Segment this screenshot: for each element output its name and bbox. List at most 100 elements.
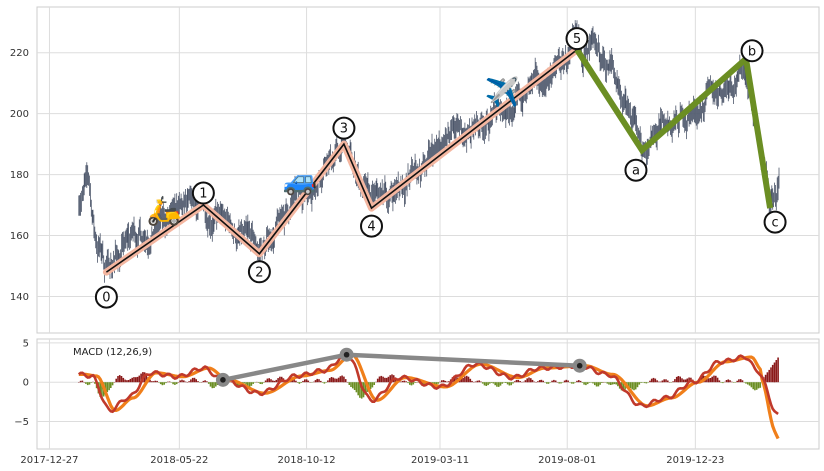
macd-histogram-bar xyxy=(766,372,769,383)
macd-histogram-bar xyxy=(305,379,308,383)
macd-histogram-bar xyxy=(640,382,642,383)
y-tick-label: 220 xyxy=(10,48,29,59)
corrective-wave-line xyxy=(574,48,774,209)
macd-y-tick-labels: −5 0 5 xyxy=(14,338,29,428)
macd-histogram-bar xyxy=(145,374,148,383)
macd-histogram-bar xyxy=(327,380,329,383)
macd-histogram-bar xyxy=(741,380,744,383)
macd-histogram-bar xyxy=(263,382,265,383)
macd-histogram-bar xyxy=(357,382,359,396)
macd-histogram-bar xyxy=(165,382,167,384)
macd-histogram-bar xyxy=(478,380,480,383)
macd-histogram-bar xyxy=(615,382,617,385)
macd-histogram-bar xyxy=(748,382,751,386)
macd-histogram-bar xyxy=(622,382,625,391)
macd-histogram-bar xyxy=(597,382,600,387)
macd-histogram-bar xyxy=(634,382,637,390)
emoji-annotation: ✈️ xyxy=(485,74,520,108)
macd-histogram-bar xyxy=(490,382,493,383)
macd-histogram-bar xyxy=(341,375,343,383)
macd-histogram-bar xyxy=(481,382,484,384)
macd-histogram-bar xyxy=(487,382,489,386)
macd-histogram-bar xyxy=(617,382,619,387)
macd-histogram-bar xyxy=(713,375,715,383)
macd-histogram-bar xyxy=(684,379,687,383)
macd-histogram-bar xyxy=(594,382,596,386)
wave-label-circle xyxy=(94,285,118,309)
macd-histogram-bar xyxy=(318,379,320,383)
macd-histogram-bar xyxy=(111,382,114,386)
macd-histogram-bar xyxy=(444,380,447,383)
macd-histogram-bar xyxy=(489,382,491,384)
macd-histogram-bar xyxy=(259,382,262,384)
macd-histogram-bar xyxy=(613,382,616,385)
macd-histogram-bar xyxy=(110,382,112,388)
macd-histogram-bar xyxy=(348,382,351,385)
emoji-annotation: 🛵 xyxy=(147,194,182,227)
macd-histogram-bar xyxy=(547,382,550,384)
macd-histogram-bar xyxy=(161,382,164,386)
macd-histogram-bar xyxy=(412,382,415,385)
macd-histogram-bar xyxy=(542,380,544,383)
macd-histogram-bar xyxy=(492,382,495,384)
macd-divergence-layer xyxy=(215,347,587,387)
x-tick-labels: 2017-12-27 2018-05-22 2018-10-12 2019-03-11… xyxy=(20,455,724,466)
macd-histogram-bar xyxy=(707,378,710,383)
macd-histogram-bar xyxy=(191,377,194,383)
macd-histogram-bar xyxy=(715,375,717,383)
macd-histogram-bar xyxy=(652,377,655,383)
macd-histogram-bar xyxy=(505,382,507,383)
wave-label-circle xyxy=(247,260,271,284)
macd-histogram-bar xyxy=(771,364,774,383)
macd-histogram-bar xyxy=(510,382,512,386)
macd-histogram-bar xyxy=(293,378,295,383)
macd-histogram-bar xyxy=(709,378,712,383)
price-grid xyxy=(37,7,819,333)
macd-histogram-bar xyxy=(754,382,756,391)
macd-histogram-bar xyxy=(409,382,411,385)
macd-histogram-bar xyxy=(156,380,158,383)
macd-histogram-bar xyxy=(215,382,217,387)
macd-histogram-bar xyxy=(181,379,183,383)
macd-histogram-bar xyxy=(152,381,155,383)
macd-y-tick-label: 5 xyxy=(23,338,29,349)
macd-histogram-bar xyxy=(435,382,438,386)
macd-histogram-bar xyxy=(312,381,315,383)
macd-histogram-bar xyxy=(738,379,740,383)
macd-histogram-bar xyxy=(608,382,610,385)
macd-histogram-bar xyxy=(725,380,728,383)
wave-label-0: 0 xyxy=(102,291,110,306)
macd-histogram-bar xyxy=(373,382,375,385)
macd-histogram-bar xyxy=(667,380,669,383)
macd-histogram-bar xyxy=(126,380,128,383)
macd-histogram-bar xyxy=(460,379,463,383)
macd-histogram-bar xyxy=(369,382,372,389)
macd-histogram-bar xyxy=(777,357,779,383)
macd-histogram-bar xyxy=(567,380,569,383)
macd-histogram-bar xyxy=(688,377,690,383)
macd-histogram-bar xyxy=(601,382,603,383)
macd-histogram-bar xyxy=(469,378,472,383)
macd-histogram-bar xyxy=(773,362,776,383)
macd-histogram-bar xyxy=(213,382,215,388)
macd-histogram-bar xyxy=(519,381,521,383)
macd-histogram-bar xyxy=(675,376,678,383)
macd-histogram-bar xyxy=(588,382,591,383)
macd-histogram-bar xyxy=(270,379,272,383)
macd-histogram-bar xyxy=(90,382,93,383)
macd-histogram-bar xyxy=(385,377,388,383)
wave-label-5: 5 xyxy=(573,32,581,47)
macd-histogram-bar xyxy=(190,379,192,383)
macd-histogram-bar xyxy=(248,382,251,387)
wave-label-1: 1 xyxy=(199,187,207,202)
macd-histogram-bar xyxy=(193,377,196,383)
macd-histogram-bar xyxy=(273,380,276,383)
x-tick-label: 2019-08-01 xyxy=(538,455,596,466)
macd-histogram-bar xyxy=(499,382,502,386)
macd-histogram-bar xyxy=(483,382,486,386)
macd-histogram-bar xyxy=(508,382,511,386)
macd-histogram-bar xyxy=(300,382,302,383)
macd-histogram-bar xyxy=(115,378,117,383)
macd-histogram-bar xyxy=(296,382,299,383)
